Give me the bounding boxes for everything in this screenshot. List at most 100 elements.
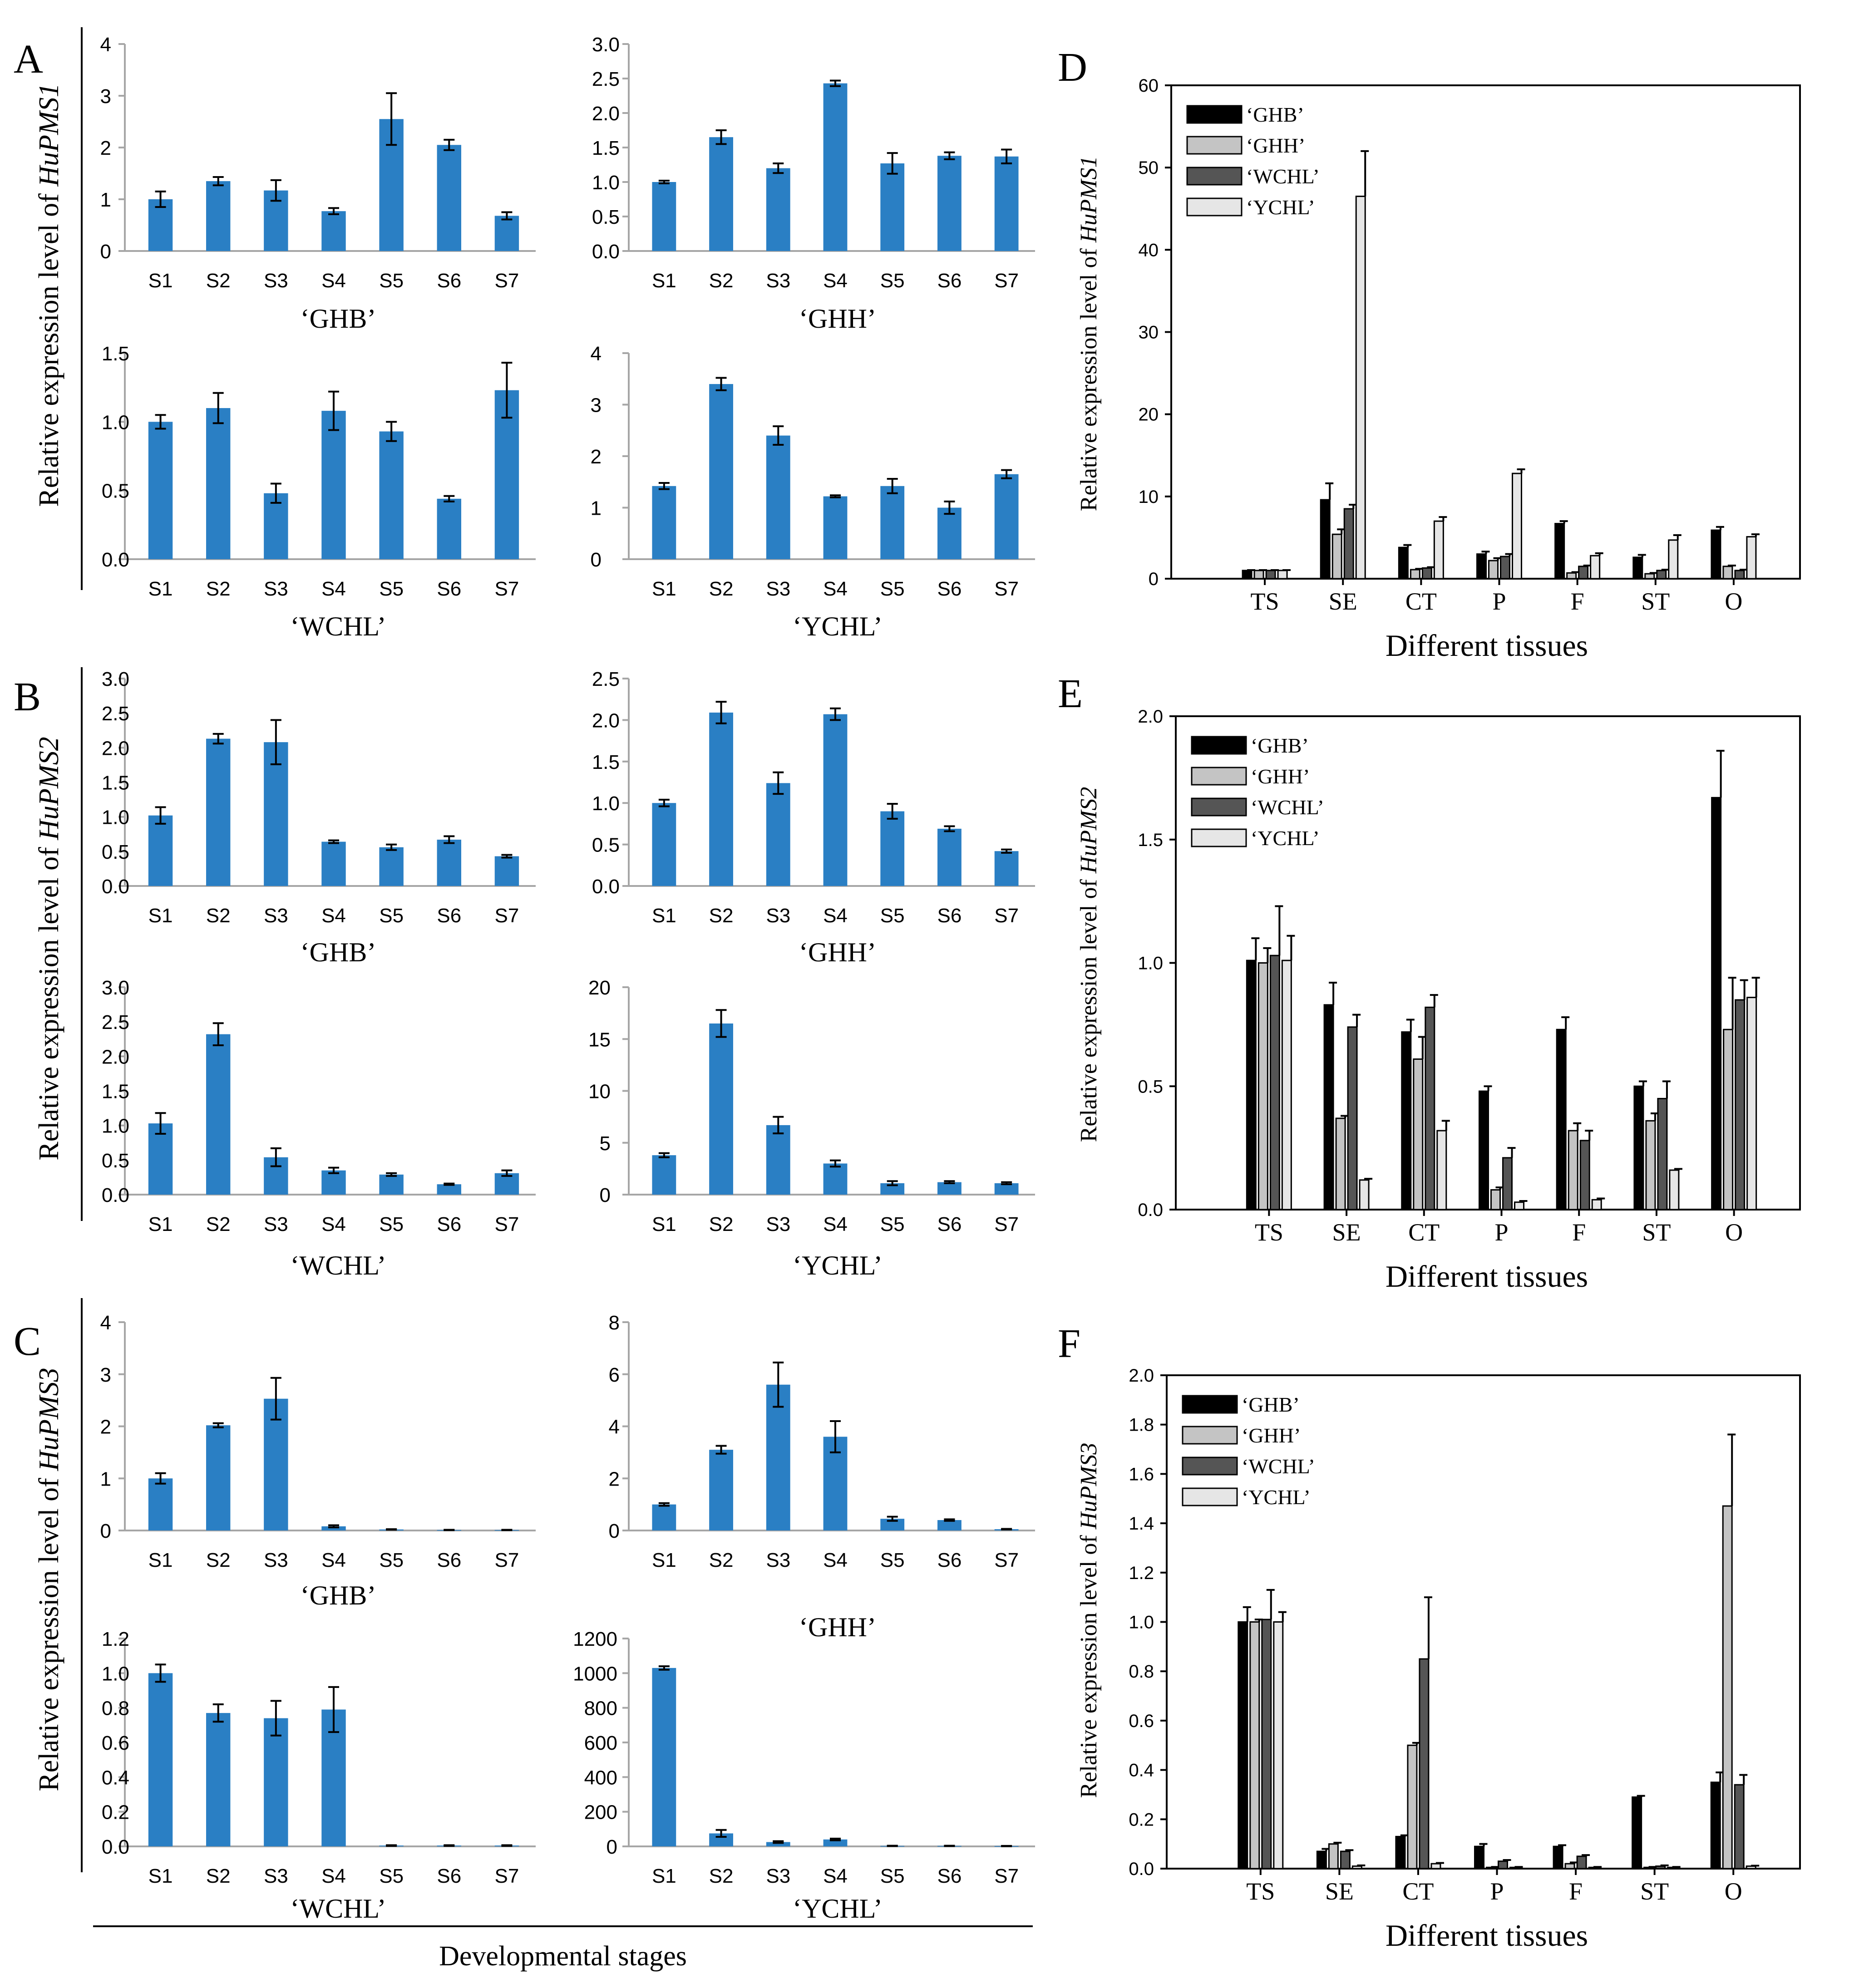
- y-tick-label: 60: [1139, 76, 1159, 96]
- y-tick-label: 800: [584, 1698, 617, 1720]
- legend-swatch: [1191, 828, 1247, 847]
- bar: [1556, 1028, 1567, 1211]
- x-tick-label: S7: [994, 270, 1019, 292]
- bar: [709, 712, 733, 886]
- bar: [206, 1425, 231, 1530]
- y-tick-label: 40: [1139, 240, 1159, 260]
- cultivar-label: ‘YCHL’: [793, 611, 883, 641]
- x-tick-label: F: [1569, 1878, 1583, 1905]
- x-tick-label: S4: [823, 905, 848, 927]
- x-tick-label: S6: [437, 905, 461, 927]
- x-tick-label: S4: [823, 270, 848, 292]
- chart-B2: 0.0 0.5 1.0 1.5 2.0 2.5 S1 S2 S3 S4 S5 S6 S7 ‘GHH’: [592, 668, 1035, 967]
- chart-E: 0.0 0.5 1.0 1.5 2.0 TS SE CT P F ST O ‘GHB’ ‘GHH’ ‘WCH…: [1058, 671, 1801, 1294]
- x-tick-label: S1: [652, 905, 676, 927]
- y-tick-label: 0.0: [592, 241, 620, 263]
- x-tick-label: S1: [652, 270, 676, 292]
- y-tick-label: 1.0: [102, 411, 129, 433]
- y-tick-label: 2.0: [102, 1046, 129, 1068]
- chart-C3: 0.0 0.2 0.4 0.6 0.8 1.0 1.2 S1 S2 S3 S4 S5 S6 S7 ‘WCHL…: [102, 1628, 536, 1924]
- bar: [1242, 570, 1253, 580]
- bar: [1576, 1855, 1587, 1870]
- bar: [437, 498, 461, 559]
- x-tick-label: P: [1494, 1219, 1508, 1246]
- legend-label: ‘YCHL’: [1246, 196, 1315, 219]
- bar: [1633, 1085, 1644, 1211]
- legend-swatch: [1182, 1426, 1238, 1445]
- x-tick-label: S2: [206, 1549, 231, 1571]
- bar: [264, 1718, 288, 1846]
- y-tick-label: 1.5: [102, 1081, 129, 1103]
- x-tick-label: S5: [379, 270, 404, 292]
- bar: [1395, 1835, 1406, 1870]
- y-tick-label: 1.4: [1129, 1514, 1154, 1534]
- y-tick-label: 1: [100, 1468, 111, 1490]
- bar: [823, 1163, 848, 1195]
- y-axis-label: Relative expression level of HuPMS3: [34, 1368, 64, 1791]
- bar: [937, 507, 962, 559]
- chart-C2: 0 2 4 6 8 S1 S2 S3 S4 S5 S6 S7 ‘GHH’: [609, 1312, 1035, 1642]
- bar: [1656, 570, 1667, 580]
- cultivar-label: ‘GHB’: [301, 937, 376, 967]
- x-tick-label: S5: [880, 1213, 905, 1235]
- legend: ‘GHB’ ‘GHH’ ‘WCHL’ ‘YCHL’: [1182, 1393, 1315, 1509]
- bar: [148, 1673, 173, 1846]
- bar: [1238, 1621, 1248, 1870]
- y-tick-label: 4: [591, 343, 602, 365]
- y-tick-label: 1000: [573, 1663, 617, 1685]
- y-tick-label: 2: [609, 1468, 620, 1490]
- panel-letter: E: [1058, 671, 1083, 716]
- y-tick-label: 20: [1139, 405, 1159, 425]
- bar: [652, 486, 676, 559]
- y-tick-label: 0.5: [1138, 1077, 1163, 1097]
- bar: [1488, 560, 1499, 580]
- x-tick-label: S7: [495, 1549, 519, 1571]
- y-tick-label: 10: [1139, 487, 1159, 507]
- legend-swatch: [1191, 767, 1247, 786]
- legend-swatch: [1186, 197, 1243, 217]
- bar: [709, 1023, 733, 1195]
- y-tick-label: 4: [609, 1416, 620, 1438]
- bar: [1331, 533, 1342, 580]
- bar: [1723, 1028, 1734, 1211]
- x-tick-label: S2: [709, 1865, 734, 1887]
- bar: [994, 851, 1019, 886]
- bar: [1401, 1031, 1412, 1211]
- x-tick-label: S7: [994, 905, 1019, 927]
- bar: [937, 1520, 962, 1530]
- y-tick-label: 0.0: [592, 876, 620, 898]
- row-C: C Relative expression level of HuPMS3: [14, 1298, 83, 1872]
- bar: [321, 411, 346, 559]
- bar: [1436, 1130, 1447, 1211]
- y-tick-label: 0.5: [102, 1150, 129, 1172]
- x-tick-label: S5: [379, 1865, 404, 1887]
- y-tick-label: 5: [600, 1132, 611, 1155]
- y-tick-label: 3.0: [102, 668, 129, 690]
- bar: [1261, 1619, 1272, 1870]
- y-tick-label: 2: [591, 446, 602, 468]
- x-tick-label: S3: [264, 270, 288, 292]
- bar: [148, 1123, 173, 1195]
- bar: [1359, 1179, 1370, 1211]
- y-tick-label: 50: [1139, 158, 1159, 178]
- bar: [1568, 1130, 1578, 1211]
- x-tick-label: S3: [264, 1865, 288, 1887]
- bar: [823, 714, 848, 886]
- x-tick-label: S1: [148, 1865, 173, 1887]
- x-tick-label: S5: [379, 578, 404, 600]
- bar: [1281, 960, 1292, 1211]
- x-tick-label: S6: [937, 1865, 962, 1887]
- y-tick-label: 2.5: [102, 703, 129, 725]
- x-tick-label: S3: [766, 1865, 790, 1887]
- bar: [1734, 570, 1745, 580]
- bar: [148, 1478, 173, 1530]
- legend-label: ‘WCHL’: [1251, 796, 1324, 819]
- x-tick-label: S2: [206, 578, 231, 600]
- bar: [1498, 1860, 1508, 1870]
- y-tick-label: 0: [100, 1520, 111, 1542]
- y-tick-label: 4: [100, 34, 111, 56]
- bar: [1746, 536, 1757, 580]
- bar: [321, 1526, 346, 1530]
- stages-label: Developmental stages: [439, 1941, 687, 1972]
- x-tick-label: S3: [766, 905, 790, 927]
